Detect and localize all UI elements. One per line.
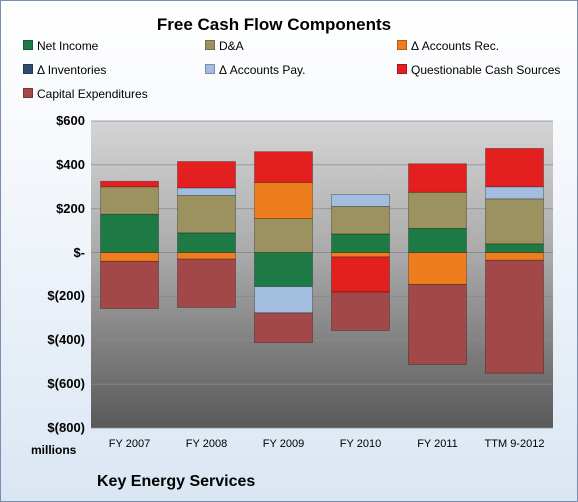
bar-segment <box>331 252 390 258</box>
bar-segment <box>254 252 313 287</box>
legend-label: D&A <box>219 39 244 53</box>
x-tick-label: FY 2009 <box>262 438 305 450</box>
bar-segment <box>254 181 313 219</box>
legend-item: Δ Inventories <box>23 63 106 77</box>
y-tick-label: $(600) <box>47 376 85 392</box>
legend-item: Δ Accounts Pay. <box>205 63 306 77</box>
bar-segment <box>254 151 313 183</box>
y-tick-label: $- <box>73 244 85 260</box>
y-tick-label: $600 <box>56 113 85 128</box>
bar-segment <box>485 186 544 200</box>
bar-segment <box>100 252 159 262</box>
bar-segment <box>254 218 313 253</box>
x-tick-label: FY 2011 <box>417 438 458 450</box>
bar-segment <box>331 291 390 331</box>
y-tick-label: $200 <box>56 200 85 216</box>
y-tick-label: $400 <box>56 156 85 172</box>
y-tick-label: $(400) <box>47 332 85 348</box>
bar-segment <box>408 191 467 229</box>
bar-segment <box>331 256 390 293</box>
bar-segment <box>408 283 467 365</box>
bar-segment <box>177 161 236 189</box>
plot-area <box>91 121 553 428</box>
legend-swatch <box>23 40 33 50</box>
legend-item: Capital Expenditures <box>23 87 148 101</box>
bar-segment <box>177 252 236 260</box>
y-tick-label: $(800) <box>47 420 85 435</box>
company-name: Key Energy Services <box>97 473 256 490</box>
legend-swatch <box>205 64 215 74</box>
legend-item: Questionable Cash Sources <box>397 63 560 77</box>
legend-swatch <box>23 64 33 74</box>
legend-label: Net Income <box>37 39 99 53</box>
legend-item: Δ Accounts Rec. <box>397 39 499 53</box>
x-tick-label: FY 2010 <box>339 438 382 450</box>
legend-item: D&A <box>205 39 244 53</box>
legend-item: Net Income <box>23 39 98 53</box>
legend-label: Δ Inventories <box>37 63 107 77</box>
bar-segment <box>485 198 544 245</box>
units-label: millions <box>31 443 77 457</box>
legend-swatch <box>397 64 407 74</box>
chart-title: Free Cash Flow Components <box>156 15 392 34</box>
x-tick-label: TTM 9-2012 <box>484 438 545 450</box>
bar-segment <box>485 259 544 374</box>
bar-segment <box>177 195 236 234</box>
legend-label: Δ Accounts Rec. <box>411 39 500 53</box>
bar-segment <box>177 258 236 308</box>
bar-segment <box>100 186 159 215</box>
legend-swatch <box>205 40 215 50</box>
bar-segment <box>331 233 390 253</box>
bar-segment <box>100 213 159 253</box>
bar-segment <box>177 187 236 196</box>
bar-segment <box>408 163 467 193</box>
bar-segment <box>331 194 390 207</box>
bar-segment <box>408 252 467 285</box>
bar-segment <box>408 228 467 253</box>
legend-label: Capital Expenditures <box>37 87 148 101</box>
bar-segment <box>485 252 544 261</box>
x-tick-label: FY 2008 <box>185 438 228 450</box>
legend-label: Questionable Cash Sources <box>411 63 561 77</box>
legend-swatch <box>397 40 407 50</box>
bar-segment <box>100 260 159 309</box>
bar-segment <box>485 148 544 188</box>
x-tick-label: FY 2007 <box>108 438 151 450</box>
legend-swatch <box>23 88 33 98</box>
bar-segment <box>331 206 390 235</box>
y-tick-label: $(200) <box>47 288 85 304</box>
legend-label: Δ Accounts Pay. <box>219 63 306 77</box>
bar-segment <box>254 286 313 314</box>
bar-segment <box>254 312 313 343</box>
bar-segment <box>177 232 236 253</box>
bar-segment <box>485 243 544 253</box>
bar-segment <box>100 180 159 188</box>
